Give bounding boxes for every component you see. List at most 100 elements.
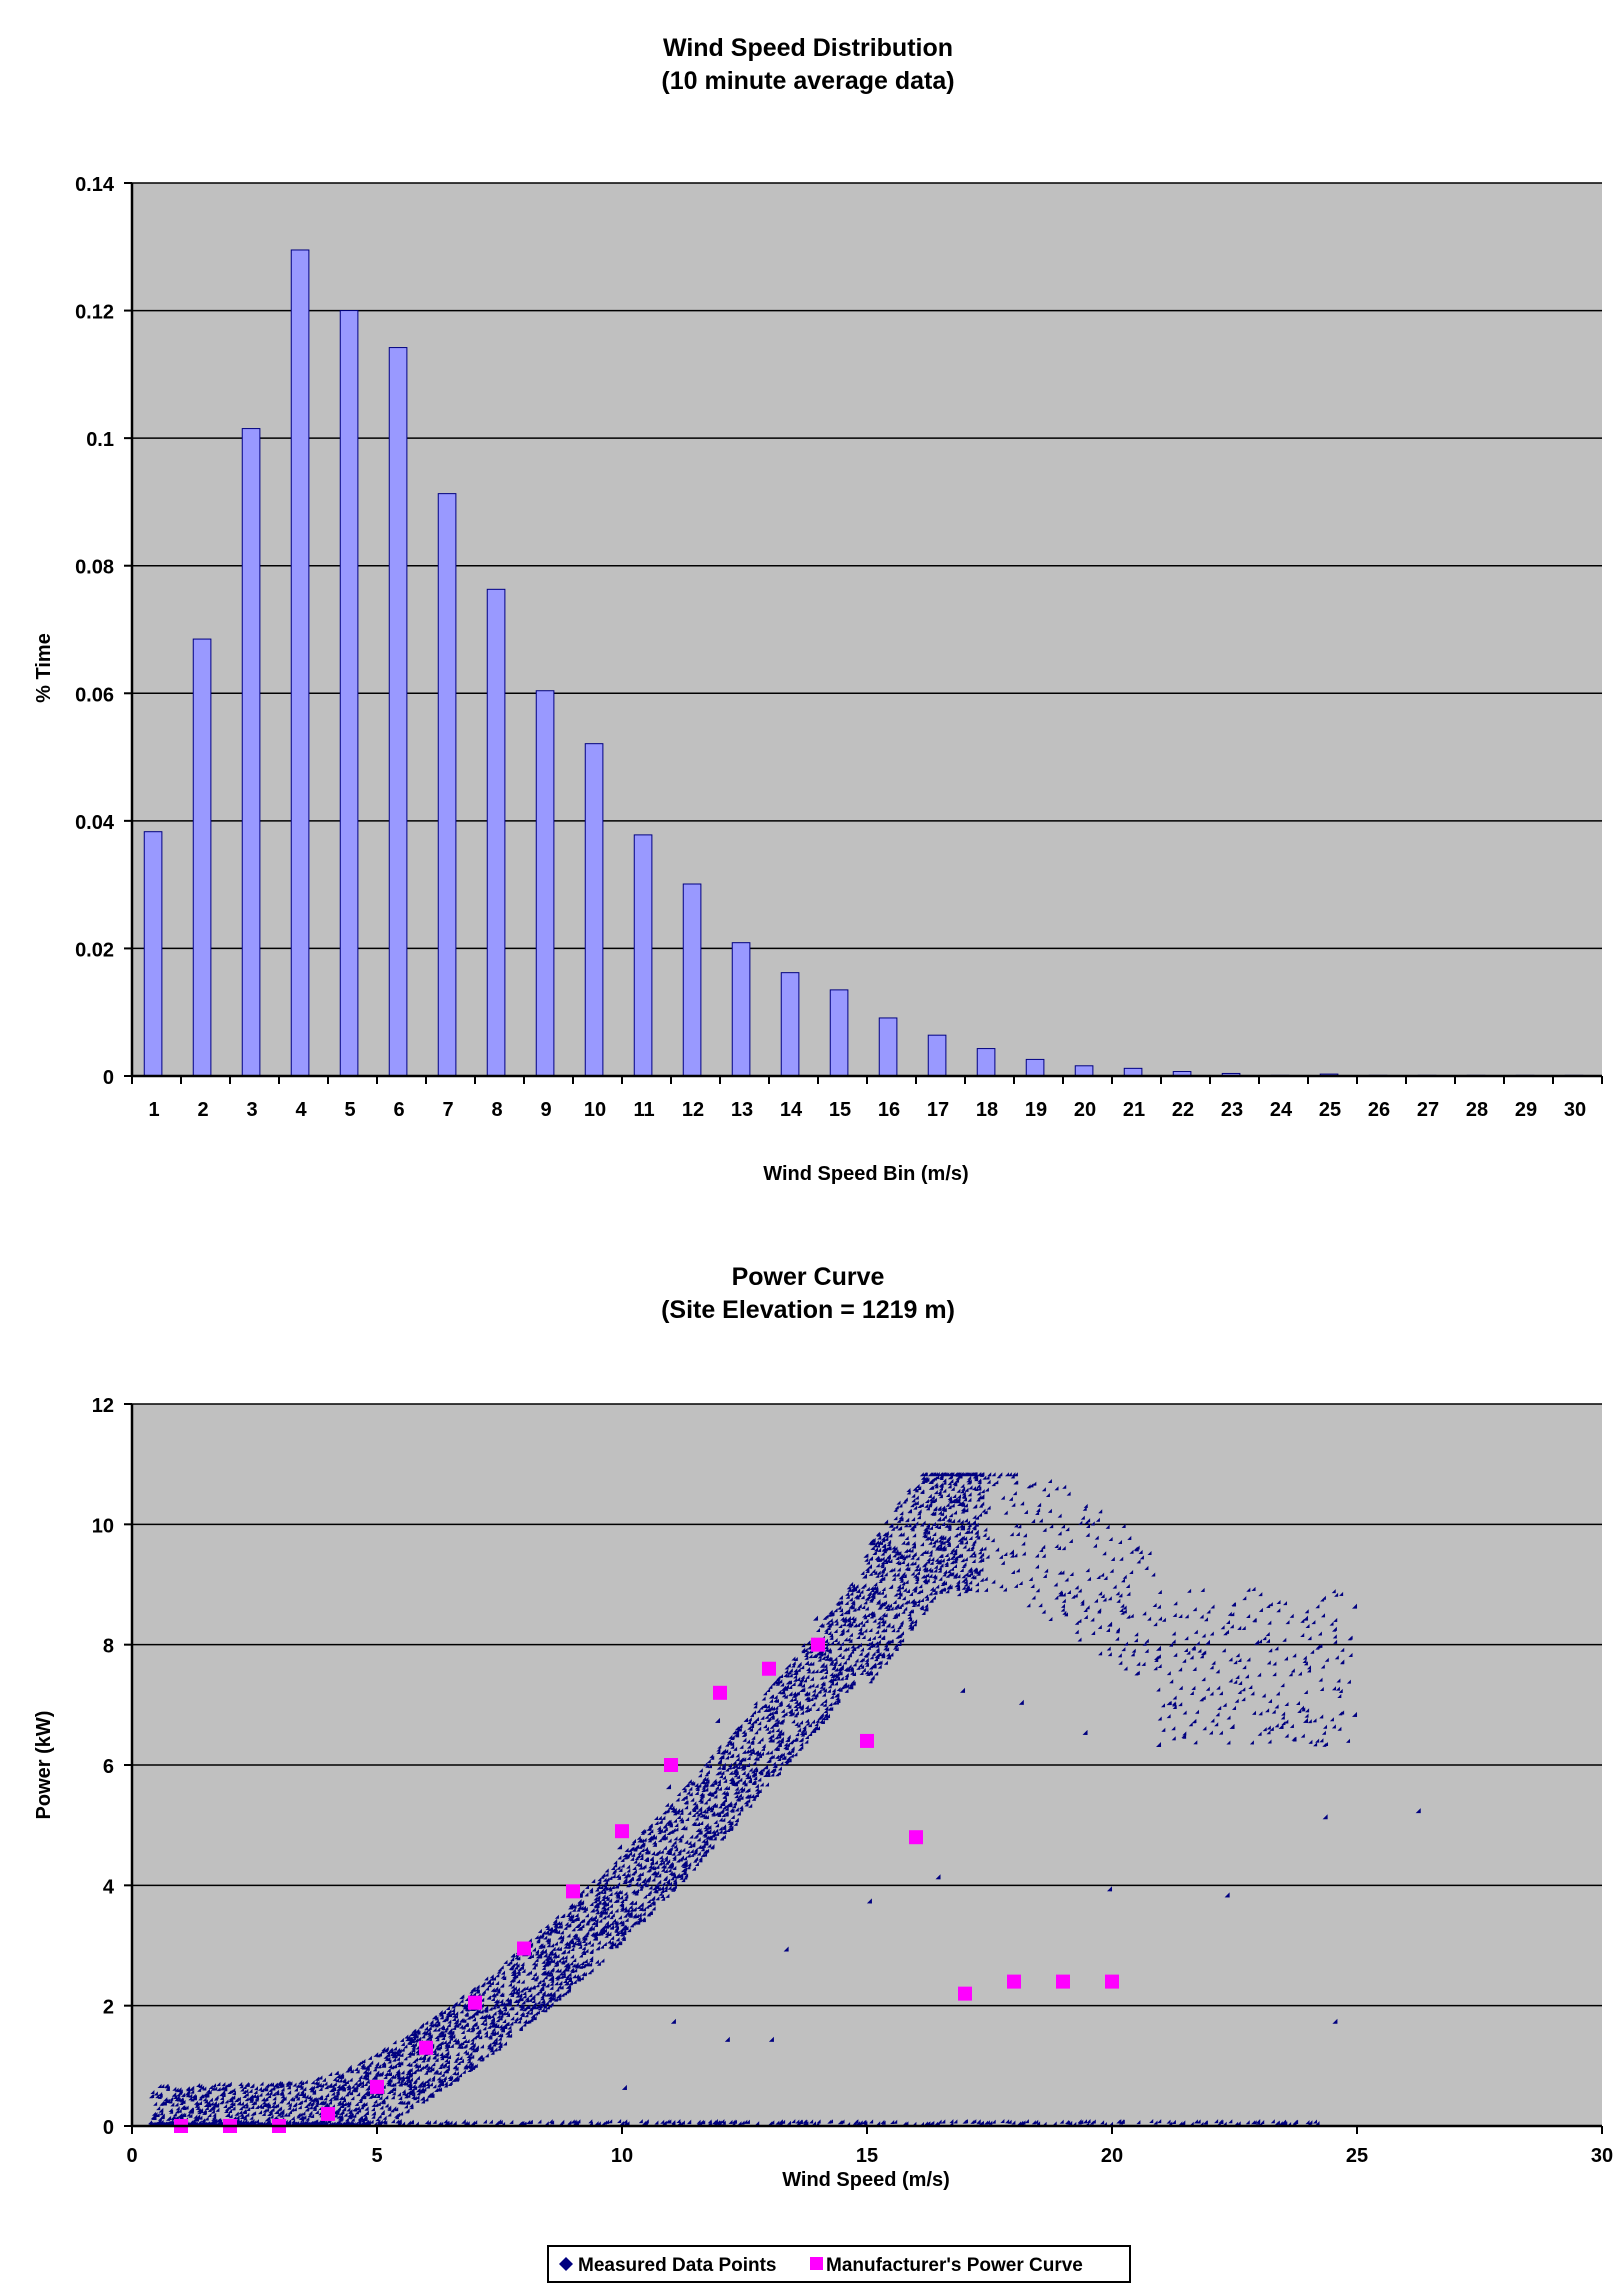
chart2-y-tick-label: 6 (103, 1756, 114, 1778)
chart1-x-tick-label: 21 (1123, 1099, 1145, 1121)
chart2-y-axis-label: Power (kW) (33, 1711, 55, 1820)
chart2-x-tick-label: 0 (126, 2145, 137, 2167)
chart2-manufacturer-point (615, 1824, 629, 1839)
chart1-bar (1074, 1065, 1094, 1077)
chart1-x-tick-label: 12 (682, 1099, 704, 1121)
chart2-subtitle: (Site Elevation = 1219 m) (661, 1296, 955, 1324)
chart2-y-tick-label: 10 (92, 1515, 114, 1537)
chart1-x-tick-label: 30 (1564, 1099, 1586, 1121)
chart2-y-tick-labels: 0 2 4 6 8 10 12 (92, 1395, 115, 2139)
wind-speed-distribution-chart: Wind Speed Distribution (10 minute avera… (33, 34, 1603, 1185)
chart2-legend: Measured Data Points Manufacturer's Powe… (547, 2245, 1131, 2283)
chart2-manufacturer-point (566, 1884, 580, 1899)
chart1-x-tick-label: 3 (246, 1099, 257, 1121)
chart1-bar (976, 1048, 996, 1077)
chart2-x-tick-labels: 0 5 10 15 20 25 30 (126, 2145, 1613, 2167)
chart1-bars (143, 249, 1584, 1077)
chart1-bar (143, 831, 163, 1077)
chart1-x-tick-label: 7 (442, 1099, 453, 1121)
chart1-subtitle: (10 minute average data) (661, 67, 954, 95)
chart1-x-tick-label: 27 (1417, 1099, 1439, 1121)
chart2-manufacturer-point (762, 1661, 776, 1676)
chart2-manufacturer-point (1007, 1974, 1021, 1989)
legend-series2-label: Manufacturer's Power Curve (826, 2255, 1083, 2276)
chart2-manufacturer-point (713, 1685, 727, 1700)
chart2-x-tick-label: 20 (1101, 2145, 1123, 2167)
chart1-bar (829, 989, 849, 1077)
chart1-x-tick-label: 24 (1270, 1099, 1293, 1121)
chart2-manufacturer-points (174, 1637, 1119, 2133)
chart1-x-tick-label: 14 (780, 1099, 803, 1121)
chart2-axes (124, 1403, 1603, 2134)
chart1-x-tick-label: 19 (1025, 1099, 1047, 1121)
chart2-y-tick-label: 8 (103, 1636, 114, 1658)
chart1-x-tick-label: 28 (1466, 1099, 1488, 1121)
chart1-x-tick-label: 10 (584, 1099, 606, 1121)
chart1-bar (535, 690, 555, 1077)
chart1-x-tick-label: 5 (344, 1099, 355, 1121)
legend-diamond-icon (559, 2257, 573, 2271)
chart2-x-tick-label: 10 (611, 2145, 633, 2167)
chart2-manufacturer-point (517, 1941, 531, 1956)
chart1-x-tick-label: 18 (976, 1099, 998, 1121)
chart1-x-tick-labels: 1 2 3 4 5 6 7 8 9 10 11 12 13 14 15 16 17 18 19 20 21 22 23 24 2… (148, 1099, 1586, 1121)
chart1-x-tick-label: 13 (731, 1099, 753, 1121)
legend-box (547, 2245, 1131, 2283)
chart1-bar (682, 883, 702, 1077)
chart2-title: Power Curve (732, 1263, 885, 1291)
chart1-y-tick-label: 0.02 (75, 939, 114, 961)
chart1-title: Wind Speed Distribution (663, 34, 953, 62)
chart2-x-tick-label: 15 (856, 2145, 878, 2167)
chart2-manufacturer-point (419, 2040, 433, 2055)
chart1-x-tick-label: 25 (1319, 1099, 1341, 1121)
chart1-y-tick-label: 0 (103, 1067, 114, 1089)
chart1-y-axis-label: % Time (33, 633, 55, 703)
chart2-manufacturer-point (811, 1637, 825, 1652)
chart1-x-tick-label: 11 (633, 1099, 654, 1121)
chart1-y-tick-labels: 0 0.02 0.04 0.06 0.08 0.1 0.12 0.14 (75, 174, 115, 1089)
chart1-bar (339, 310, 359, 1077)
chart1-x-tick-label: 22 (1172, 1099, 1194, 1121)
chart2-y-tick-label: 0 (103, 2117, 114, 2139)
chart2-manufacturer-point (664, 1758, 678, 1772)
chart1-bar (437, 493, 457, 1077)
chart1-x-tick-label: 15 (829, 1099, 851, 1121)
legend-series1-label: Measured Data Points (578, 2255, 777, 2276)
chart1-x-tick-label: 17 (927, 1099, 949, 1121)
chart1-bar (731, 942, 751, 1077)
chart1-y-tick-label: 0.06 (75, 684, 114, 706)
chart2-manufacturer-point (1056, 1974, 1070, 1989)
chart1-bar (241, 428, 261, 1077)
chart1-y-tick-label: 0.04 (75, 812, 115, 834)
chart1-x-tick-label: 2 (197, 1099, 208, 1121)
chart2-manufacturer-point (468, 1995, 482, 2010)
chart1-bar (290, 249, 310, 1077)
chart1-y-tick-label: 0.14 (75, 174, 115, 196)
chart1-plot-area (132, 183, 1602, 1076)
chart1-bar (584, 743, 604, 1077)
chart2-manufacturer-point (860, 1733, 874, 1748)
chart2-y-tick-label: 4 (103, 1876, 115, 1898)
chart1-x-tick-label: 23 (1221, 1099, 1243, 1121)
chart2-gridlines (132, 1403, 1602, 2007)
chart1-x-tick-label: 26 (1368, 1099, 1390, 1121)
chart1-y-tick-label: 0.08 (75, 557, 114, 579)
chart1-x-tick-label: 16 (878, 1099, 900, 1121)
chart1-bar (927, 1034, 947, 1077)
chart2-x-tick-label: 5 (371, 2145, 382, 2167)
chart2-x-axis-label: Wind Speed (m/s) (782, 2169, 950, 2191)
chart1-axes (124, 182, 1603, 1084)
chart2-manufacturer-point (370, 2079, 384, 2094)
chart1-x-axis-label: Wind Speed Bin (m/s) (763, 1163, 968, 1185)
chart2-manufacturer-point (958, 1986, 972, 2001)
chart1-bar (633, 834, 653, 1077)
chart2-y-tick-label: 2 (103, 1997, 114, 2019)
chart1-x-tick-label: 20 (1074, 1099, 1096, 1121)
legend-square-icon (810, 2257, 823, 2270)
chart1-bar (1025, 1058, 1045, 1077)
chart1-bar (780, 972, 800, 1077)
chart2-manufacturer-point (321, 2106, 335, 2121)
chart2-y-tick-label: 12 (92, 1395, 114, 1417)
chart1-y-tick-label: 0.12 (75, 302, 114, 324)
